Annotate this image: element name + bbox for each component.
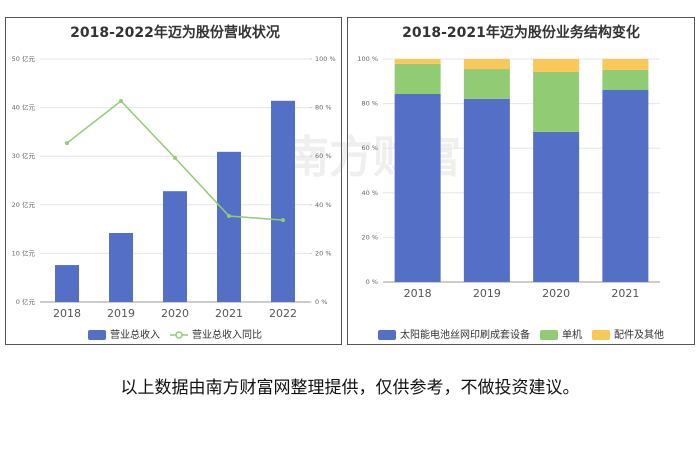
legend-swatch bbox=[378, 330, 396, 340]
chart-title: 2018-2022年迈为股份营收状况 bbox=[70, 24, 280, 41]
x-tick-label: 2022 bbox=[269, 307, 297, 320]
line-point bbox=[65, 141, 69, 146]
bar-segment bbox=[394, 94, 441, 282]
x-tick-label: 2020 bbox=[161, 307, 189, 320]
y2-tick-label: 0 % bbox=[315, 298, 327, 306]
chart-title: 2018-2021年迈为股份业务结构变化 bbox=[402, 24, 640, 41]
x-tick-label: 2019 bbox=[473, 287, 501, 300]
line-point bbox=[227, 213, 231, 218]
y-tick-label: 20 亿元 bbox=[12, 200, 36, 209]
y2-tick-label: 80 % bbox=[315, 104, 332, 112]
y-tick-label: 20 % bbox=[361, 233, 378, 241]
y-tick-label: 30 亿元 bbox=[12, 151, 36, 160]
bar bbox=[217, 151, 241, 302]
bar bbox=[271, 100, 295, 303]
x-tick-label: 2018 bbox=[404, 287, 432, 300]
footer-note: 以上数据由南方财富网整理提供，仅供参考，不做投资建议。 bbox=[121, 378, 580, 398]
bar-segment bbox=[533, 131, 580, 282]
y-tick-label: 0 亿元 bbox=[16, 297, 36, 306]
line-point bbox=[281, 218, 285, 223]
x-tick-label: 2019 bbox=[107, 307, 135, 320]
legend-swatch bbox=[88, 330, 106, 340]
bar-segment bbox=[602, 69, 649, 90]
charts: 0 亿元 10 亿元 20 亿元 30 亿元 40 亿元 50 亿元 0 % 20 % 40 %… bbox=[12, 54, 664, 341]
line-point bbox=[173, 155, 177, 160]
y-tick-label: 80 % bbox=[361, 100, 378, 108]
x-tick-label: 2018 bbox=[53, 307, 81, 320]
legend-swatch bbox=[540, 330, 558, 340]
y-tick-label: 40 % bbox=[361, 189, 378, 197]
legend-label: 太阳能电池丝网印刷成套设备 bbox=[400, 328, 530, 341]
bar-segment bbox=[394, 59, 441, 64]
x-tick-label: 2020 bbox=[542, 287, 570, 300]
y2-tick-label: 20 % bbox=[315, 249, 332, 257]
line-point bbox=[119, 99, 123, 104]
y2-tick-label: 40 % bbox=[315, 201, 332, 209]
x-tick-label: 2021 bbox=[215, 307, 243, 320]
bar-segment bbox=[463, 59, 510, 70]
y2-tick-label: 100 % bbox=[315, 55, 336, 63]
y-tick-label: 50 亿元 bbox=[12, 54, 36, 63]
bar bbox=[163, 191, 187, 302]
legend-label: 营业总收入同比 bbox=[192, 328, 262, 341]
bar-segment bbox=[602, 89, 649, 282]
bar-segment bbox=[394, 63, 441, 95]
x-tick-label: 2021 bbox=[611, 287, 639, 300]
y-tick-label: 100 % bbox=[357, 55, 378, 63]
legend-swatch bbox=[175, 331, 183, 339]
legend-label: 配件及其他 bbox=[614, 328, 664, 341]
bar-segment bbox=[463, 69, 510, 99]
bar-segment bbox=[533, 59, 580, 72]
bar-segment bbox=[602, 59, 649, 70]
y-tick-label: 0 % bbox=[366, 278, 378, 286]
bar-segment bbox=[533, 71, 580, 132]
y-tick-label: 60 % bbox=[361, 144, 378, 152]
bar-segment bbox=[463, 98, 510, 283]
y2-tick-label: 60 % bbox=[315, 152, 332, 160]
y-tick-label: 10 亿元 bbox=[12, 248, 36, 257]
bar bbox=[55, 265, 79, 302]
legend-label: 单机 bbox=[562, 328, 582, 341]
y-tick-label: 40 亿元 bbox=[12, 103, 36, 112]
legend-label: 营业总收入 bbox=[110, 328, 160, 341]
legend-swatch bbox=[592, 330, 610, 340]
bar bbox=[109, 232, 133, 302]
